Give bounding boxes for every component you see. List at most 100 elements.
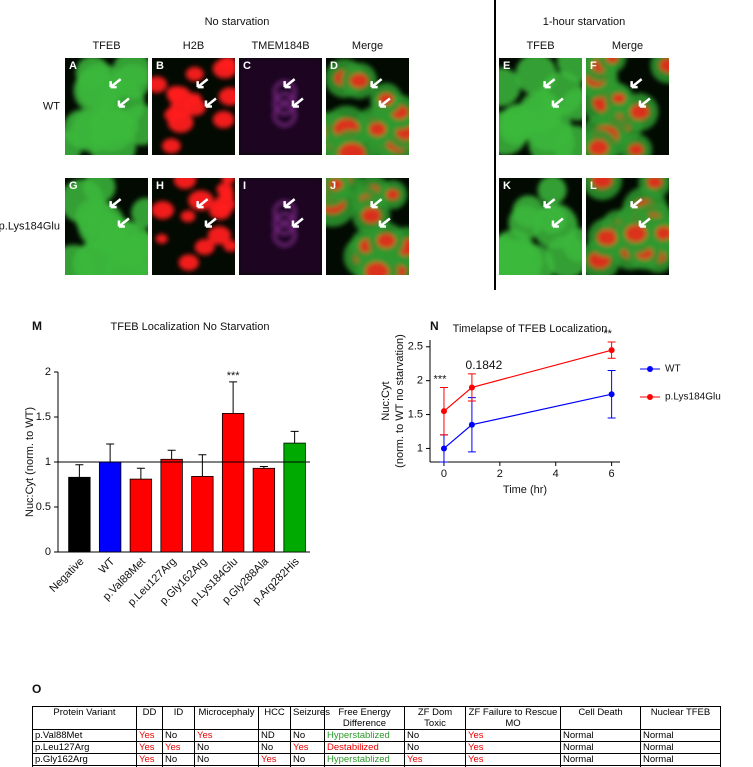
nucleus bbox=[659, 58, 669, 73]
cell bbox=[556, 58, 582, 83]
arrow bbox=[378, 97, 391, 108]
series-line bbox=[443, 393, 612, 449]
panel-letter: F bbox=[590, 60, 597, 72]
cell bbox=[88, 105, 135, 152]
arrow bbox=[283, 198, 296, 209]
significance: ** bbox=[603, 328, 612, 340]
nucleus bbox=[338, 142, 366, 155]
nucleus bbox=[350, 73, 369, 88]
panel-letter: D bbox=[330, 60, 338, 72]
table-cell: No bbox=[404, 741, 466, 754]
arrow bbox=[109, 78, 122, 89]
header-cell: Nuclear TFEB bbox=[640, 706, 721, 730]
nucleus bbox=[365, 262, 389, 275]
cells bbox=[65, 58, 148, 155]
table-cell: Yes bbox=[194, 729, 259, 742]
arrow bbox=[630, 198, 643, 209]
table-cell: p.Val88Met bbox=[32, 729, 137, 742]
table-cell: Hyperstablized bbox=[324, 753, 405, 766]
arrow bbox=[638, 217, 651, 228]
panel-letter: C bbox=[243, 60, 251, 72]
nucleus bbox=[194, 238, 215, 256]
header-cell: Protein Variant bbox=[32, 706, 137, 730]
arrow bbox=[630, 78, 643, 89]
nucleus bbox=[221, 178, 235, 184]
bar bbox=[160, 458, 183, 553]
group-label: No starvation bbox=[205, 16, 270, 28]
significance: 0.1842 bbox=[466, 358, 503, 372]
cell bbox=[104, 248, 148, 275]
nucleus bbox=[647, 178, 663, 189]
point bbox=[440, 445, 447, 452]
nucleus bbox=[377, 233, 396, 249]
table-cell: No bbox=[162, 753, 195, 766]
point bbox=[608, 347, 615, 354]
bar bbox=[191, 475, 214, 553]
nucleus bbox=[212, 59, 235, 79]
micrograph: B bbox=[152, 58, 235, 155]
y-tick-label: 1.5 bbox=[36, 411, 51, 423]
nucleus bbox=[223, 240, 235, 252]
error-bar bbox=[198, 454, 207, 477]
nucleus bbox=[185, 66, 204, 82]
table-cell: Normal bbox=[640, 753, 721, 766]
nucleus bbox=[161, 138, 181, 154]
table-cell: ND bbox=[258, 729, 291, 742]
cell bbox=[562, 228, 582, 262]
table-cell: Yes bbox=[404, 753, 466, 766]
nucleus bbox=[655, 226, 669, 240]
nucleus bbox=[218, 188, 235, 201]
table-cell: Yes bbox=[258, 753, 291, 766]
header-cell: Seizures bbox=[290, 706, 330, 730]
nucleus bbox=[628, 143, 644, 155]
nucleus bbox=[209, 201, 232, 220]
panel-letter: K bbox=[503, 180, 511, 192]
table-row: p.Val88Met Yes No Yes ND No Hyperstablized No Ye… bbox=[32, 729, 721, 742]
error-bar bbox=[75, 464, 84, 478]
header-cell: Cell Death bbox=[560, 706, 641, 730]
point bbox=[468, 421, 475, 428]
x-axis-label: Time (hr) bbox=[503, 484, 547, 496]
cells bbox=[152, 178, 235, 271]
haze bbox=[239, 58, 322, 155]
error-bar bbox=[106, 443, 115, 462]
nucleus bbox=[164, 108, 182, 122]
panel-letter: G bbox=[69, 180, 78, 192]
y-axis-label: Nuc:Cyt bbox=[380, 381, 392, 420]
arrow bbox=[283, 78, 296, 89]
table-cell: No bbox=[258, 741, 291, 754]
legend-label: p.Lys184Glu bbox=[665, 392, 721, 403]
x-tick-label: 4 bbox=[553, 468, 559, 480]
cell bbox=[499, 67, 521, 107]
bar bbox=[68, 476, 91, 553]
x-tick-label: 6 bbox=[609, 468, 615, 480]
table-cell: Yes bbox=[465, 753, 561, 766]
error-bar bbox=[259, 466, 268, 469]
nucleus bbox=[188, 190, 214, 211]
point bbox=[608, 391, 615, 398]
chart-title: TFEB Localization No Starvation bbox=[111, 321, 270, 333]
error-bar bbox=[167, 449, 176, 460]
arrow bbox=[378, 217, 391, 228]
x-tick-label: Negative bbox=[47, 556, 86, 595]
x-tick-label: WT bbox=[97, 555, 118, 576]
nucleus bbox=[612, 93, 626, 104]
cells bbox=[152, 58, 235, 154]
table-cell: Yes bbox=[465, 729, 561, 742]
micrograph: G bbox=[65, 178, 148, 275]
micrograph: C bbox=[239, 58, 322, 155]
y-tick-label: 2 bbox=[45, 366, 51, 378]
y-tick-label: 0 bbox=[45, 546, 51, 558]
header-cell: ZF Dom Toxic bbox=[404, 706, 466, 730]
x-tick-label: 2 bbox=[497, 468, 503, 480]
table-cell: No bbox=[404, 729, 466, 742]
nucleus bbox=[630, 104, 650, 120]
cell bbox=[499, 240, 543, 275]
table-cell: Yes bbox=[290, 741, 325, 754]
micrograph: H bbox=[152, 178, 235, 275]
table-cell: p.Leu127Arg bbox=[32, 741, 137, 754]
nucleus bbox=[178, 254, 199, 271]
micrograph: K bbox=[499, 178, 582, 275]
cells bbox=[586, 178, 669, 275]
